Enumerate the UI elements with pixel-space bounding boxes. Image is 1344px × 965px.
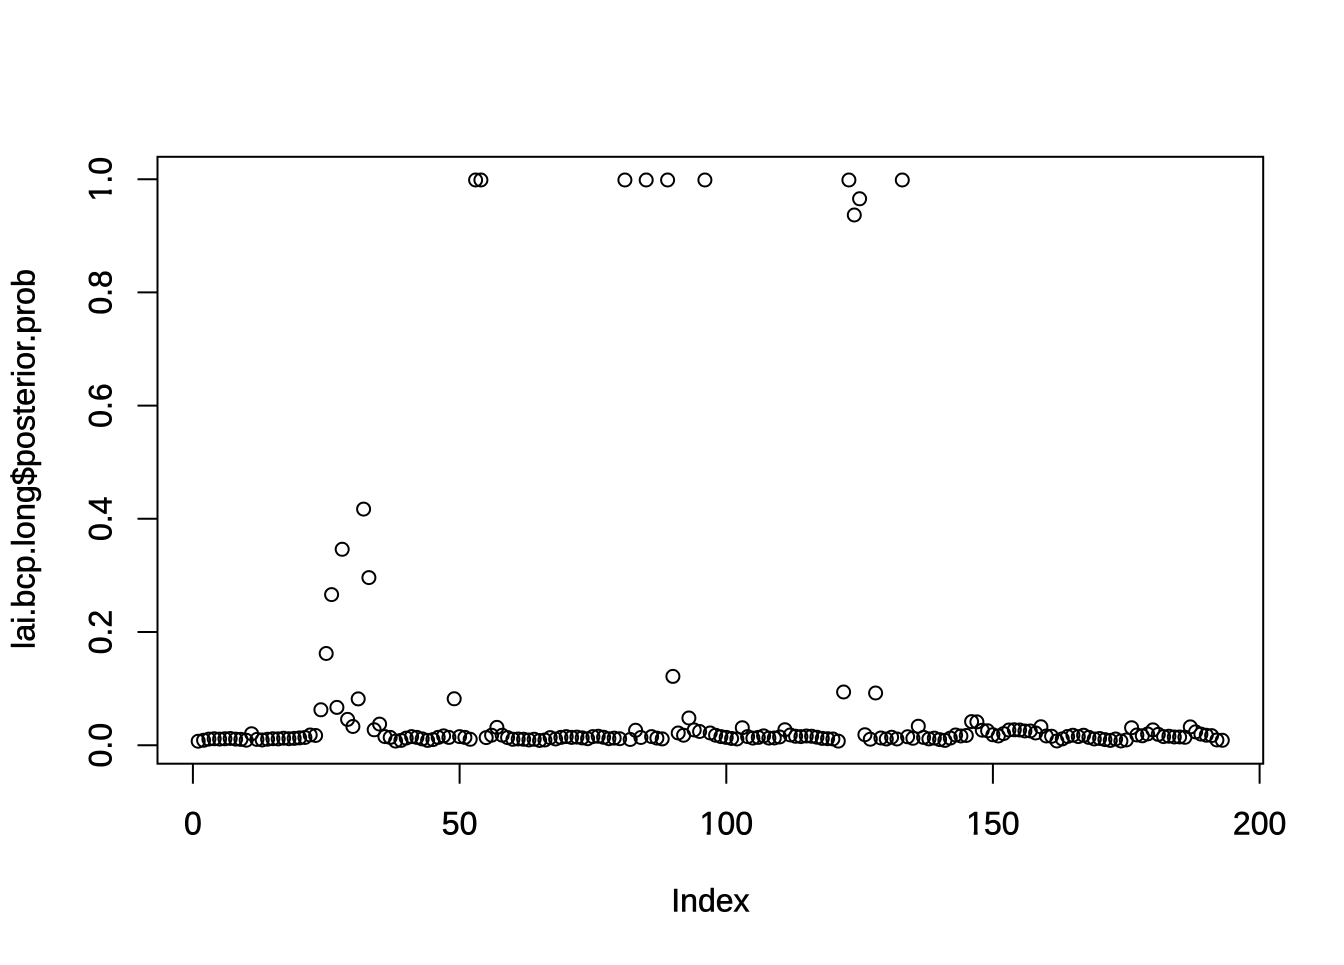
svg-text:0.2: 0.2: [83, 610, 119, 654]
svg-text:1.0: 1.0: [83, 157, 119, 201]
svg-text:lai.bcp.long$posterior.prob: lai.bcp.long$posterior.prob: [6, 269, 42, 649]
svg-text:0.4: 0.4: [83, 497, 119, 541]
svg-text:0.6: 0.6: [83, 383, 119, 427]
svg-text:50: 50: [442, 806, 478, 842]
svg-text:150: 150: [966, 806, 1019, 842]
svg-text:Index: Index: [671, 883, 749, 919]
svg-text:0.8: 0.8: [83, 270, 119, 314]
svg-text:200: 200: [1233, 806, 1286, 842]
svg-text:100: 100: [700, 806, 753, 842]
svg-text:0.0: 0.0: [83, 723, 119, 767]
svg-text:0: 0: [184, 806, 202, 842]
